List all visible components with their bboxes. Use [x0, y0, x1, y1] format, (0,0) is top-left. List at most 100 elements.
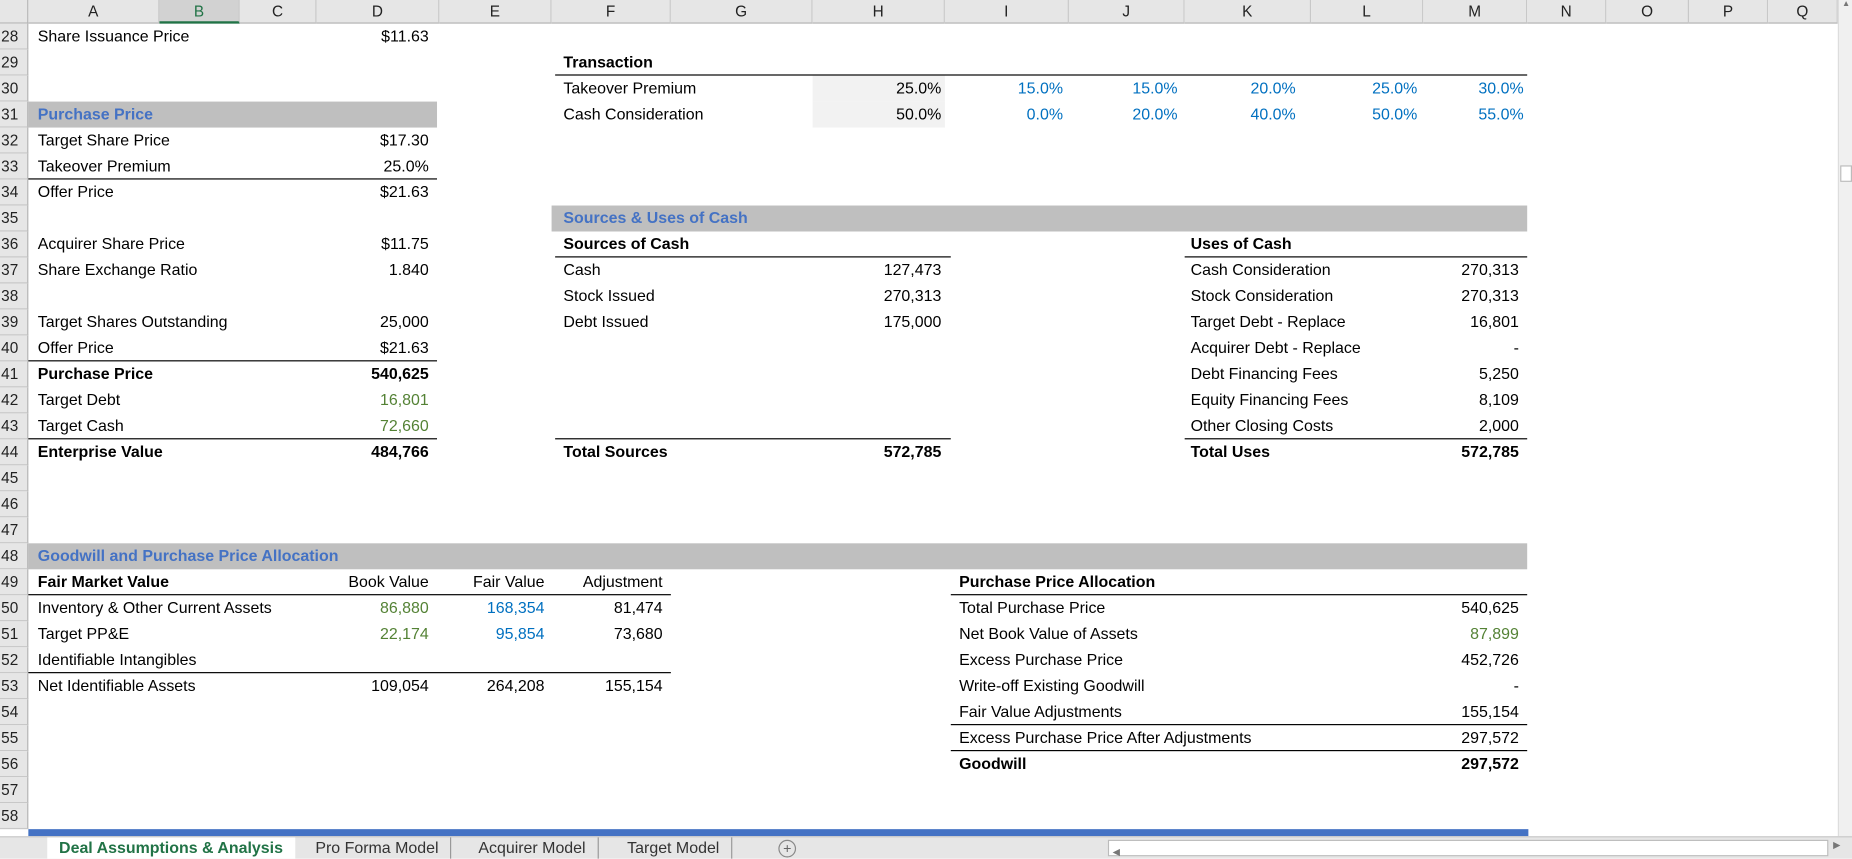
- scenario-value[interactable]: 30.0%: [1478, 79, 1524, 97]
- section-title-sources-uses[interactable]: Sources & Uses of Cash: [563, 209, 748, 227]
- row-header-52[interactable]: 52: [0, 647, 29, 674]
- adjustment-value[interactable]: 155,154: [604, 676, 663, 695]
- ppa-value[interactable]: 452,726: [1461, 650, 1519, 669]
- fmv-column-header[interactable]: Fair Value: [473, 572, 545, 591]
- row-header-31[interactable]: 31: [0, 101, 29, 128]
- row-value[interactable]: $11.63: [381, 27, 429, 45]
- column-header-b[interactable]: B: [159, 0, 240, 24]
- row-value[interactable]: $17.30: [379, 131, 429, 149]
- sheet-tab-target-model[interactable]: Target Model: [615, 837, 733, 859]
- source-value[interactable]: 127,473: [883, 261, 942, 279]
- scenario-value[interactable]: 25.0%: [1372, 79, 1418, 97]
- book-value[interactable]: 22,174: [379, 624, 429, 643]
- use-label[interactable]: Acquirer Debt - Replace: [1190, 338, 1361, 357]
- row-value[interactable]: 484,766: [371, 442, 429, 461]
- fair-value[interactable]: 168,354: [486, 598, 545, 617]
- transaction-label[interactable]: Cash Consideration: [563, 105, 704, 123]
- use-label[interactable]: Cash Consideration: [1190, 261, 1331, 279]
- section-title-goodwill[interactable]: Goodwill and Purchase Price Allocation: [37, 546, 339, 565]
- row-header-53[interactable]: 53: [0, 673, 29, 700]
- book-value[interactable]: 109,054: [371, 676, 429, 695]
- use-label[interactable]: Equity Financing Fees: [1190, 390, 1349, 409]
- row-header-42[interactable]: 42: [0, 387, 29, 414]
- vertical-scrollbar[interactable]: ▲: [1837, 0, 1852, 837]
- column-header-a[interactable]: A: [28, 0, 160, 24]
- ppa-value[interactable]: 540,625: [1461, 598, 1519, 617]
- row-label[interactable]: Enterprise Value: [37, 442, 163, 461]
- ppa-label[interactable]: Total Purchase Price: [959, 598, 1106, 617]
- use-value[interactable]: 270,313: [1461, 287, 1519, 305]
- ppa-title[interactable]: Purchase Price Allocation: [959, 572, 1156, 591]
- column-header-m[interactable]: M: [1423, 0, 1528, 24]
- sheet-tab-deal-assumptions-analysis[interactable]: Deal Assumptions & Analysis: [47, 837, 295, 859]
- row-value[interactable]: 25,000: [379, 312, 429, 331]
- scenario-value[interactable]: 55.0%: [1478, 105, 1524, 123]
- row-header-29[interactable]: 29: [0, 49, 29, 76]
- section-title-purchase-price[interactable]: Purchase Price: [37, 105, 154, 123]
- source-label[interactable]: Cash: [563, 261, 601, 279]
- column-header-f[interactable]: F: [551, 0, 671, 24]
- row-header-34[interactable]: 34: [0, 179, 29, 206]
- row-value[interactable]: $21.63: [379, 183, 429, 201]
- row-header-45[interactable]: 45: [0, 465, 29, 492]
- ppa-label[interactable]: Goodwill: [959, 754, 1027, 773]
- row-value[interactable]: 540,625: [371, 364, 429, 383]
- fair-value[interactable]: 264,208: [486, 676, 545, 695]
- use-value[interactable]: 16,801: [1470, 312, 1519, 331]
- fmv-title[interactable]: Fair Market Value: [37, 572, 169, 591]
- use-value[interactable]: 2,000: [1479, 416, 1519, 435]
- source-label[interactable]: Debt Issued: [563, 312, 649, 331]
- row-label[interactable]: Offer Price: [37, 183, 114, 201]
- column-header-e[interactable]: E: [439, 0, 552, 24]
- book-value[interactable]: 86,880: [379, 598, 429, 617]
- ppa-value[interactable]: 297,572: [1461, 728, 1519, 747]
- column-header-c[interactable]: C: [239, 0, 317, 24]
- transaction-title[interactable]: Transaction: [563, 53, 653, 71]
- row-value[interactable]: 16,801: [379, 390, 429, 409]
- use-value[interactable]: 5,250: [1479, 364, 1519, 383]
- column-header-l[interactable]: L: [1311, 0, 1424, 24]
- scenario-value[interactable]: 15.0%: [1132, 79, 1178, 97]
- row-header-33[interactable]: 33: [0, 153, 29, 180]
- transaction-base-value[interactable]: 25.0%: [896, 79, 942, 97]
- row-header-55[interactable]: 55: [0, 725, 29, 752]
- row-header-51[interactable]: 51: [0, 621, 29, 648]
- ppa-value[interactable]: 297,572: [1461, 754, 1519, 773]
- row-header-30[interactable]: 30: [0, 75, 29, 102]
- plus-circle-icon[interactable]: +: [778, 839, 797, 858]
- row-label[interactable]: Share Exchange Ratio: [37, 261, 198, 279]
- sheet-tab-acquirer-model[interactable]: Acquirer Model: [467, 837, 599, 859]
- transaction-label[interactable]: Takeover Premium: [563, 79, 697, 97]
- adjustment-value[interactable]: [426, 647, 662, 673]
- column-header-k[interactable]: K: [1184, 0, 1312, 24]
- row-header-41[interactable]: 41: [0, 361, 29, 388]
- use-label[interactable]: Stock Consideration: [1190, 287, 1334, 305]
- row-header-57[interactable]: 57: [0, 777, 29, 804]
- row-value[interactable]: $21.63: [379, 338, 429, 357]
- row-label[interactable]: Target Shares Outstanding: [37, 312, 228, 331]
- scenario-value[interactable]: 0.0%: [1026, 105, 1064, 123]
- row-label[interactable]: Acquirer Share Price: [37, 235, 185, 253]
- scenario-value[interactable]: 50.0%: [1372, 105, 1418, 123]
- row-header-49[interactable]: 49: [0, 569, 29, 596]
- source-value[interactable]: 270,313: [883, 287, 942, 305]
- row-header-32[interactable]: 32: [0, 127, 29, 154]
- ppa-value[interactable]: 155,154: [1461, 702, 1519, 721]
- adjustment-value[interactable]: 81,474: [613, 598, 663, 617]
- column-header-d[interactable]: D: [316, 0, 440, 24]
- fmv-label[interactable]: Inventory & Other Current Assets: [37, 598, 272, 617]
- ppa-label[interactable]: Write-off Existing Goodwill: [959, 676, 1145, 695]
- fmv-column-header[interactable]: Book Value: [348, 572, 429, 591]
- row-header-50[interactable]: 50: [0, 595, 29, 622]
- row-header-36[interactable]: 36: [0, 231, 29, 258]
- row-header-46[interactable]: 46: [0, 491, 29, 518]
- total-uses-label[interactable]: Total Uses: [1190, 442, 1271, 461]
- row-header-39[interactable]: 39: [0, 309, 29, 336]
- row-header-43[interactable]: 43: [0, 413, 29, 440]
- fmv-label[interactable]: Net Identifiable Assets: [37, 676, 196, 695]
- use-label[interactable]: Target Debt - Replace: [1190, 312, 1346, 331]
- row-header-37[interactable]: 37: [0, 257, 29, 284]
- transaction-base-value[interactable]: 50.0%: [896, 105, 942, 123]
- fmv-column-header[interactable]: Adjustment: [582, 572, 663, 591]
- sheet-tab-pro-forma-model[interactable]: Pro Forma Model: [304, 837, 452, 859]
